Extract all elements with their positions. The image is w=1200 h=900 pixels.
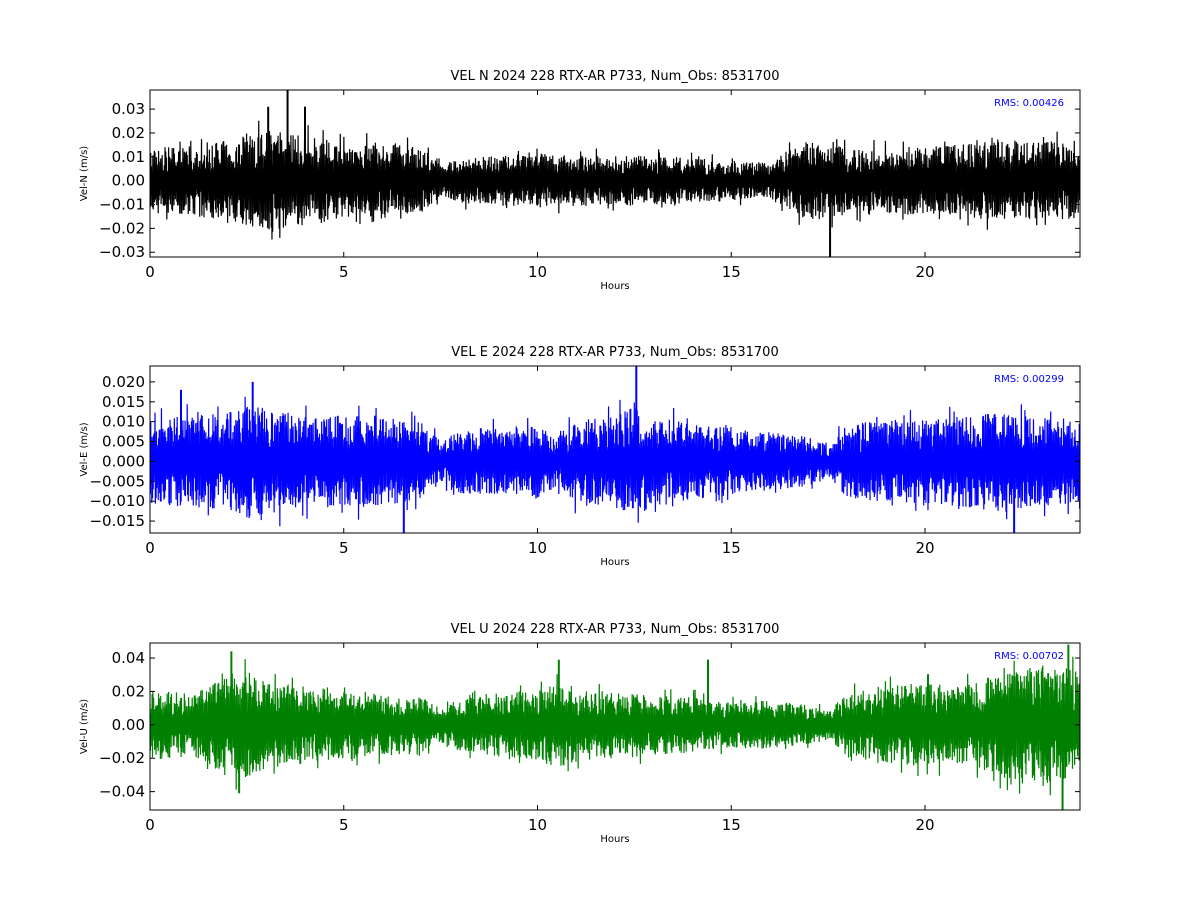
y-axis-label: Vel-U (m/s) [79, 699, 90, 754]
y-tick-label: 0.015 [102, 393, 145, 411]
rms-annotation: RMS: 0.00299 [994, 374, 1064, 385]
y-axis-label: Vel-N (m/s) [79, 146, 90, 201]
rms-annotation: RMS: 0.00426 [994, 98, 1064, 109]
y-tick-label: 0.04 [112, 649, 145, 667]
x-tick-label: 0 [145, 539, 155, 557]
chart-title: VEL U 2024 228 RTX-AR P733, Num_Obs: 853… [451, 622, 780, 637]
x-tick-label: 5 [339, 539, 349, 557]
chart-panel: 0 5 10 15 20 −0.03 −0.02 −0.01 0.00 0.01 0.02 0.03 V… [79, 69, 1081, 292]
y-tick-label: 0.005 [102, 433, 145, 451]
x-axis-label: Hours [600, 834, 629, 845]
series-line [150, 120, 1080, 240]
x-tick-label: 15 [722, 539, 741, 557]
y-tick-label: −0.03 [99, 243, 145, 261]
x-tick-label: 0 [145, 816, 155, 834]
x-tick-label: 5 [339, 816, 349, 834]
y-tick-label: −0.04 [99, 783, 145, 801]
y-tick-label: 0.01 [112, 148, 145, 166]
y-tick-label: −0.010 [89, 492, 145, 510]
x-tick-label: 0 [145, 263, 155, 281]
x-tick-label: 15 [722, 816, 741, 834]
x-tick-label: 10 [528, 263, 547, 281]
y-tick-label: 0.000 [102, 452, 145, 470]
y-tick-label: 0.00 [112, 716, 145, 734]
chart-title: VEL E 2024 228 RTX-AR P733, Num_Obs: 853… [451, 345, 778, 360]
x-tick-label: 20 [915, 263, 934, 281]
x-tick-label: 10 [528, 539, 547, 557]
axes-frame [149, 89, 1081, 258]
y-tick-label: 0.03 [112, 100, 145, 118]
axes-frame [149, 365, 1081, 534]
chart-title: VEL N 2024 228 RTX-AR P733, Num_Obs: 853… [451, 69, 780, 84]
y-tick-label: −0.005 [89, 472, 145, 490]
y-tick-label: 0.010 [102, 413, 145, 431]
x-axis-label: Hours [600, 281, 629, 292]
rms-annotation: RMS: 0.00702 [994, 651, 1064, 662]
y-tick-label: −0.015 [89, 512, 145, 530]
y-tick-label: −0.01 [99, 196, 145, 214]
x-tick-label: 15 [722, 263, 741, 281]
series-line [150, 656, 1080, 796]
x-tick-label: 10 [528, 816, 547, 834]
y-tick-label: −0.02 [99, 219, 145, 237]
x-axis-label: Hours [600, 557, 629, 568]
chart-panel: 0 5 10 15 20 −0.04 −0.02 0.00 0.02 0.04 VEL U 2024… [79, 622, 1081, 845]
y-tick-label: 0.020 [102, 373, 145, 391]
series-line [150, 396, 1080, 527]
y-tick-label: 0.00 [112, 172, 145, 190]
y-tick-label: 0.02 [112, 682, 145, 700]
y-tick-label: −0.02 [99, 749, 145, 767]
x-tick-label: 20 [915, 539, 934, 557]
axes-frame [149, 642, 1081, 811]
x-tick-label: 5 [339, 263, 349, 281]
x-tick-label: 20 [915, 816, 934, 834]
y-tick-label: 0.02 [112, 124, 145, 142]
y-axis-label: Vel-E (m/s) [79, 422, 90, 476]
